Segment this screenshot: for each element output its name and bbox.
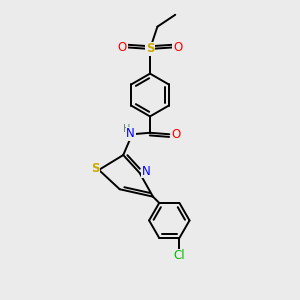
Text: N: N [142,165,151,178]
Text: Cl: Cl [174,249,185,262]
Text: O: O [171,128,181,141]
Text: N: N [126,127,135,140]
Text: S: S [91,162,100,175]
Text: H: H [123,124,130,134]
Text: O: O [118,41,127,54]
Text: S: S [146,42,154,56]
Text: O: O [173,41,182,54]
